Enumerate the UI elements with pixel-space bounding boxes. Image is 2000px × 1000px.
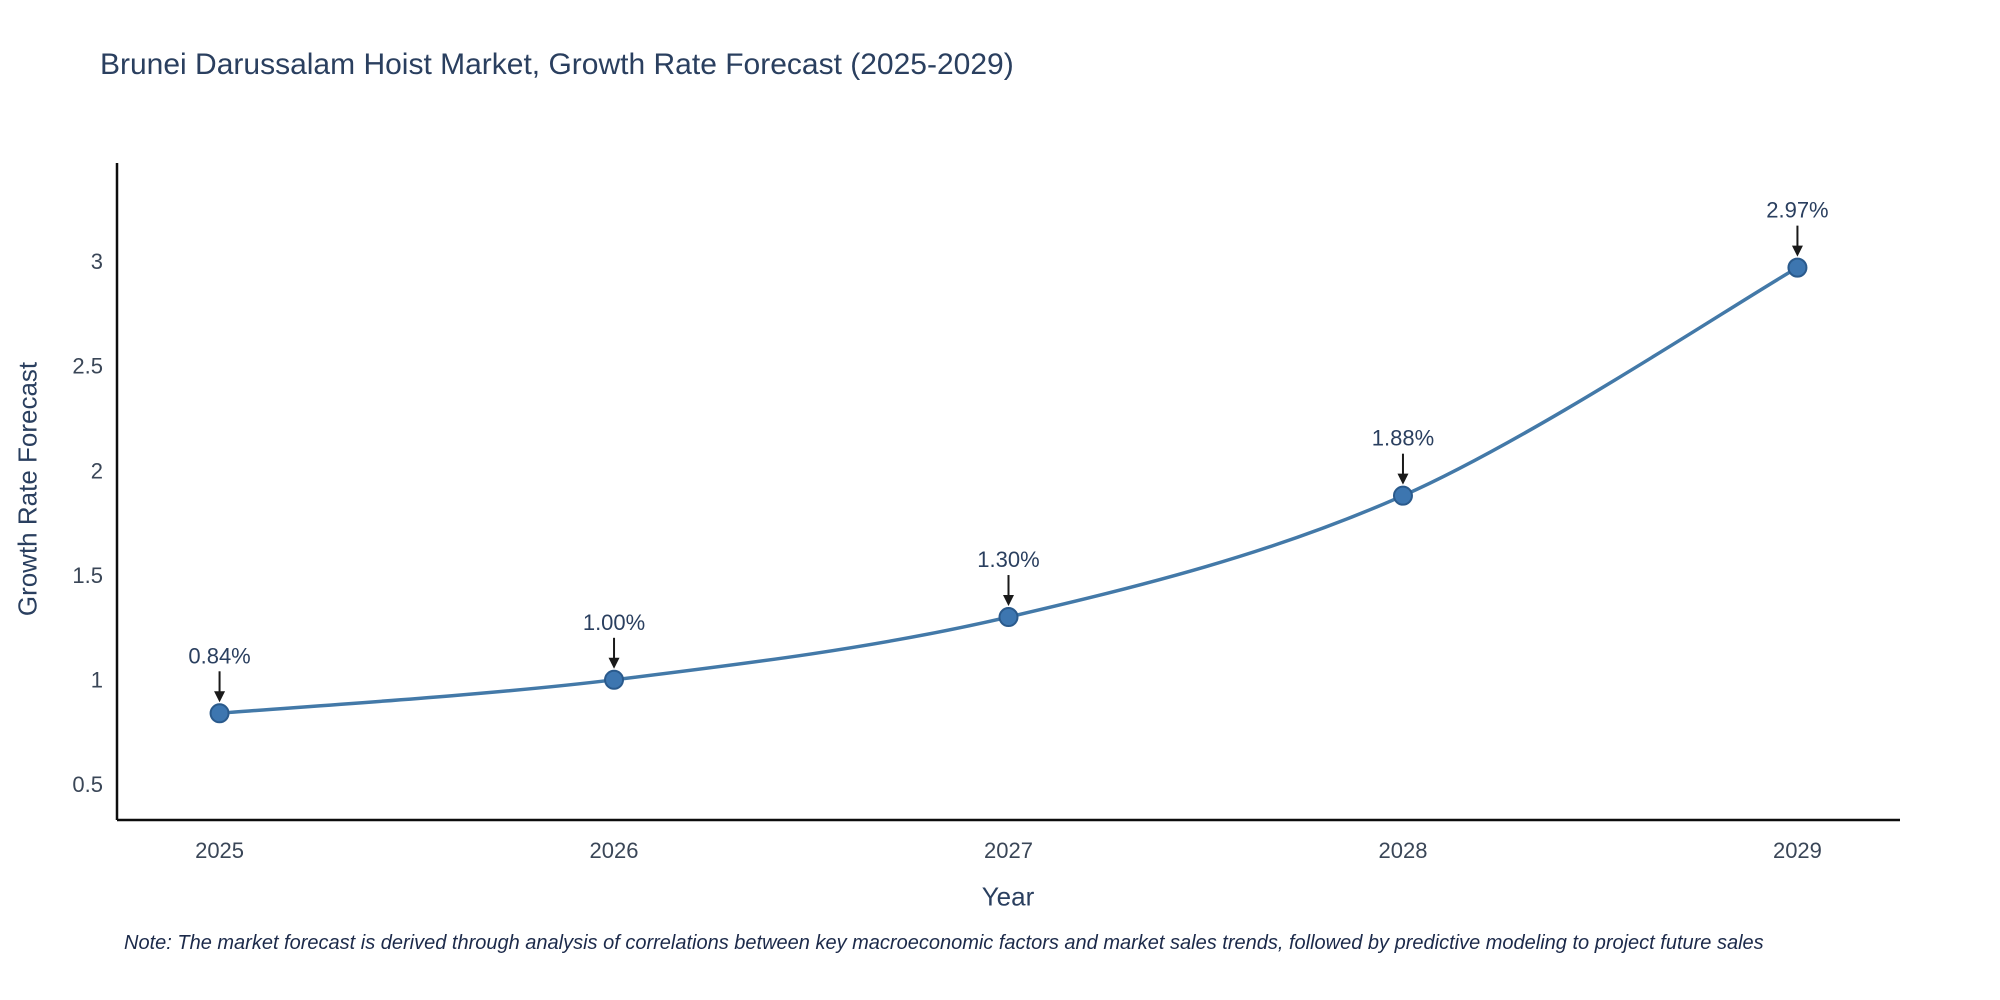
data-point-2025[interactable]	[209, 703, 230, 724]
y-tick-label: 1	[91, 668, 103, 693]
y-tick-label: 2.5	[72, 354, 103, 379]
annotation-label: 1.30%	[977, 547, 1039, 572]
x-axis-title: Year	[981, 881, 1035, 912]
annotation-label: 0.84%	[188, 643, 250, 668]
annotation-arrowhead	[1397, 473, 1409, 485]
annotation-label: 1.00%	[583, 610, 645, 635]
footnote: Note: The market forecast is derived thr…	[124, 932, 1764, 954]
x-tick-label: 2025	[195, 838, 244, 863]
annotation-arrowhead	[1003, 595, 1014, 607]
data-point-2028[interactable]	[1392, 485, 1413, 506]
data-point-2026[interactable]	[604, 669, 625, 690]
x-tick-label: 2028	[1378, 838, 1427, 863]
y-tick-label: 2	[91, 458, 103, 483]
annotation-arrowhead	[608, 657, 620, 669]
annotation-label: 1.88%	[1372, 426, 1434, 451]
y-tick-label: 0.5	[72, 772, 103, 797]
annotation-label: 2.97%	[1766, 198, 1828, 223]
annotation-arrowhead	[214, 691, 226, 703]
y-tick-label: 3	[91, 249, 103, 274]
x-tick-label: 2026	[590, 838, 639, 863]
x-tick-label: 2029	[1773, 838, 1822, 863]
y-axis-title: Growth Rate Forecast	[12, 361, 43, 617]
y-tick-label: 1.5	[72, 563, 103, 588]
chart-title: Brunei Darussalam Hoist Market, Growth R…	[100, 48, 1014, 81]
x-tick-label: 2027	[984, 838, 1033, 863]
forecast-line	[217, 265, 1800, 716]
data-point-2027[interactable]	[998, 607, 1019, 628]
data-point-2029[interactable]	[1787, 257, 1808, 278]
annotation-arrowhead	[1791, 245, 1803, 257]
